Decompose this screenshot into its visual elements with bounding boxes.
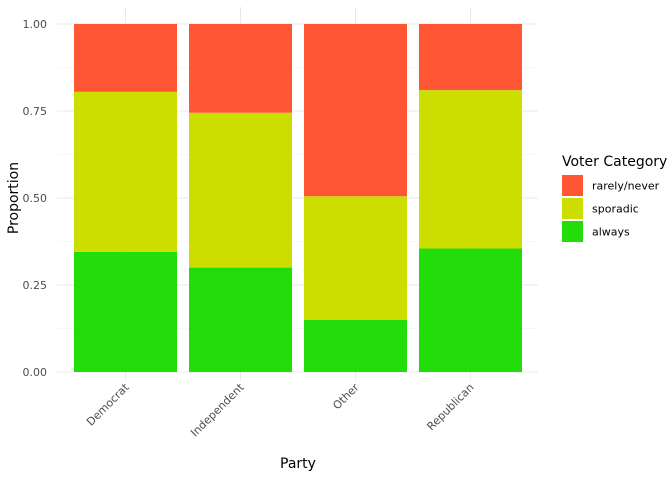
y-axis-ticks: 0.00 0.25 0.50 0.75 1.00 [23, 18, 48, 379]
legend-title: Voter Category [562, 154, 667, 170]
x-tick-label: Republican [424, 381, 476, 433]
y-tick-label: 0.50 [23, 192, 48, 205]
bar-other-always [304, 319, 407, 372]
legend-key-always [562, 221, 583, 242]
legend-label: sporadic [592, 203, 639, 216]
bar-democrat-rarely-never [74, 24, 177, 92]
bar-republican-rarely-never [419, 24, 522, 91]
legend-key-sporadic [562, 198, 583, 219]
bar-democrat-always [74, 251, 177, 372]
bar-other-rarely-never [304, 24, 407, 197]
legend-key-rarely-never [562, 175, 583, 196]
bar-other-sporadic [304, 196, 407, 320]
bar-democrat-sporadic [74, 91, 177, 252]
legend-label: always [592, 226, 630, 239]
x-axis-ticks: Democrat Independent Other Republican [84, 380, 477, 439]
y-tick-label: 0.75 [23, 105, 48, 118]
x-axis-title: Party [280, 456, 316, 472]
bar-republican-always [419, 248, 522, 372]
legend-label: rarely/never [592, 180, 660, 193]
bar-independent-rarely-never [189, 24, 292, 113]
y-axis-title: Proportion [6, 162, 22, 234]
y-tick-label: 0.25 [23, 279, 48, 292]
bars [74, 24, 522, 372]
legend: Voter Category rarely/never sporadic alway… [562, 154, 667, 242]
x-tick-label: Democrat [84, 380, 132, 428]
x-tick-label: Other [330, 381, 362, 413]
y-tick-label: 0.00 [23, 366, 48, 379]
x-tick-label: Independent [188, 380, 247, 439]
bar-independent-sporadic [189, 112, 292, 268]
bar-republican-sporadic [419, 90, 522, 249]
bar-independent-always [189, 267, 292, 372]
y-tick-label: 1.00 [23, 18, 48, 31]
